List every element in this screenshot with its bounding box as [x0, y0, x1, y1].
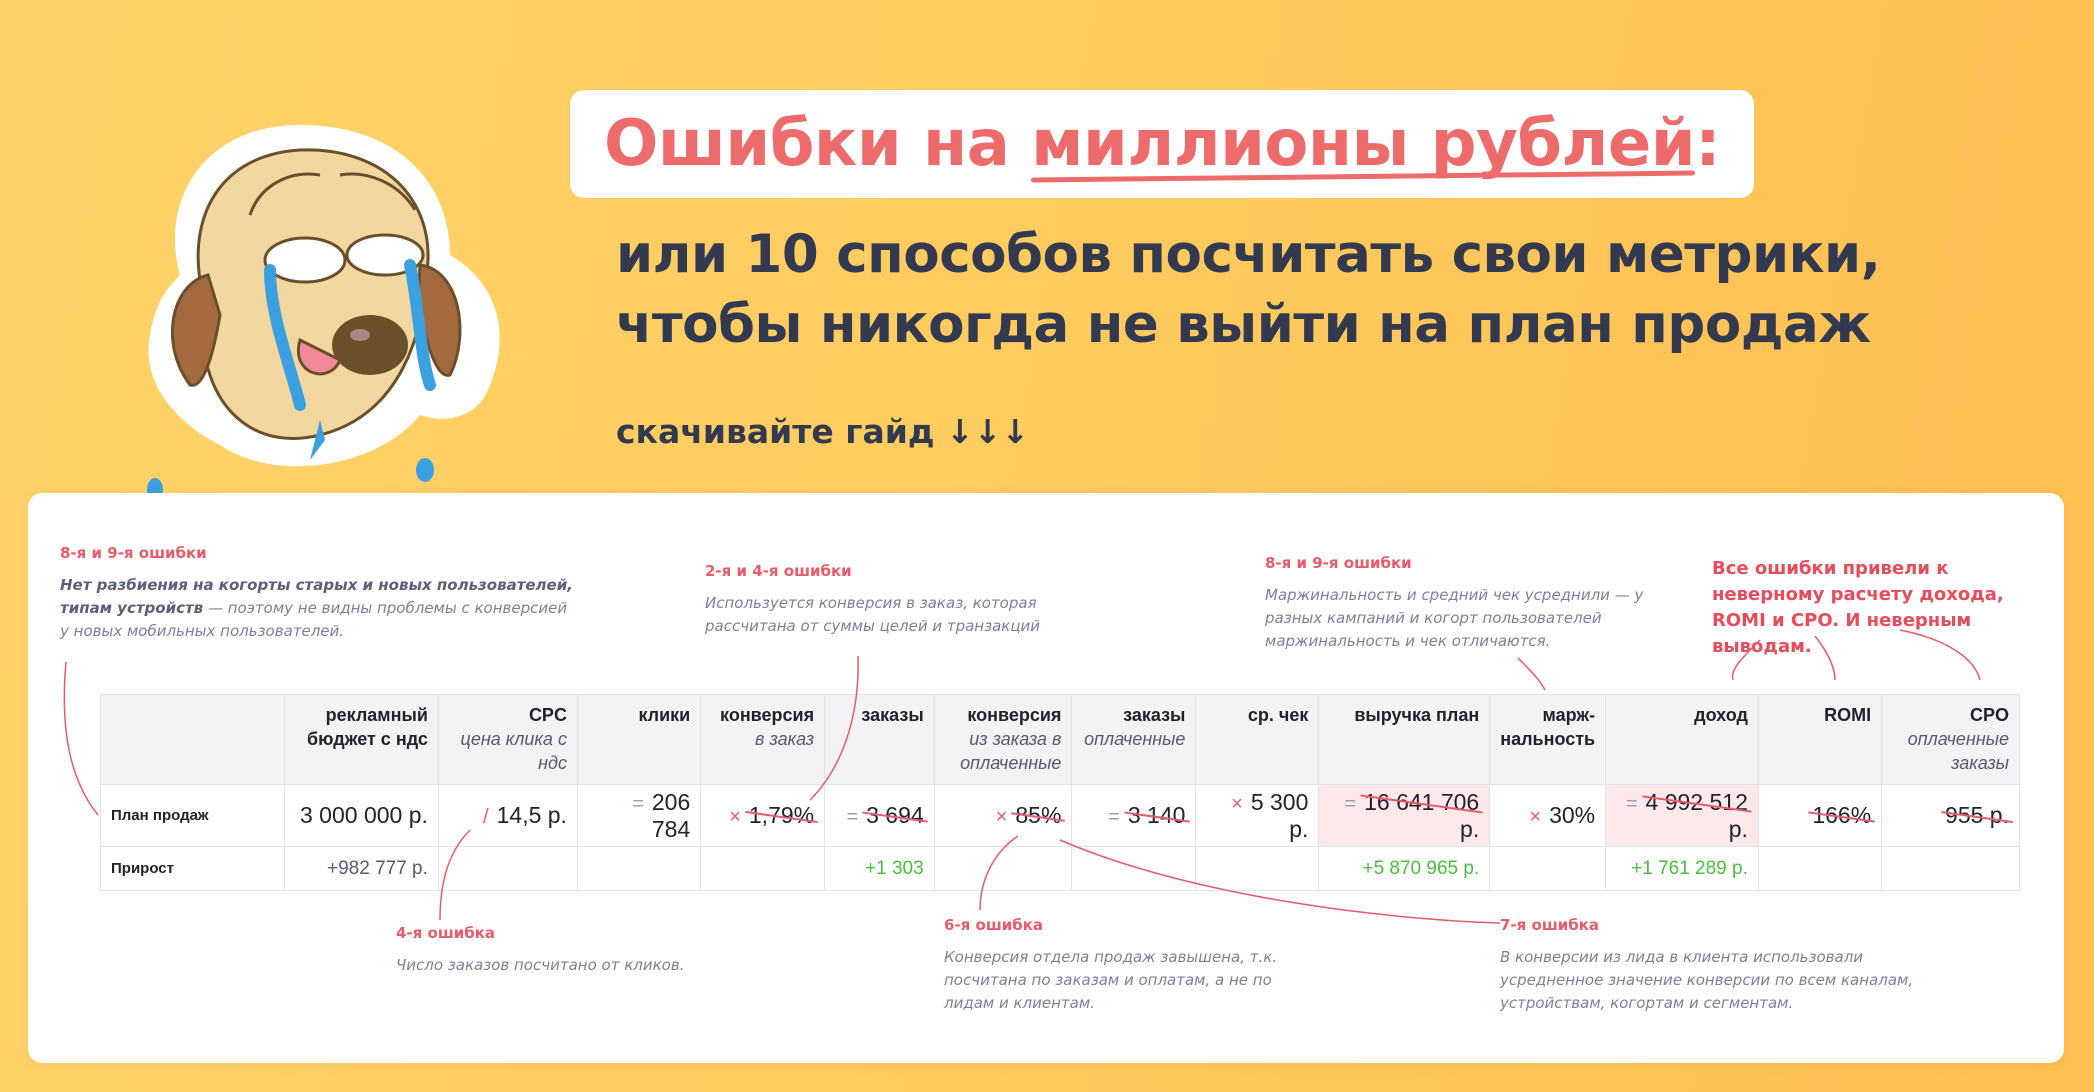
note-all-errors: Все ошибки привели к неверному расчету д… [1712, 556, 2052, 672]
cell-avg-check: × 5 300 р. [1195, 784, 1320, 847]
equals-icon: = [1625, 792, 1638, 815]
multiply-icon: × [1529, 806, 1542, 828]
note-title: Все ошибки привели к неверному расчету д… [1712, 558, 2004, 657]
cell-cpc: /14,5 р. [437, 784, 578, 847]
note-title: 6-я ошибка [944, 916, 1044, 934]
cell-romi: 166% [1757, 784, 1883, 847]
cell-empty [1881, 846, 2020, 891]
cell-clicks: = 206 784 [576, 784, 702, 847]
note-error-6: 6-я ошибка Конверсия отдела продаж завыш… [944, 916, 1284, 1015]
header-cell: марж-нальность [1489, 694, 1607, 785]
note-desc: Нет разбиения на когорты старых и новых … [60, 574, 580, 643]
equals-icon: = [846, 806, 859, 828]
cell-cpo: 955 р. [1881, 784, 2020, 847]
note-errors-2-4: 2-я и 4-я ошибки Используется конверсия … [705, 562, 1085, 638]
download-guide-link[interactable]: скачивайте гайд ↓↓↓ [616, 412, 1029, 451]
title-part1: Ошибки на [604, 107, 1032, 181]
header-cell: ROMI [1757, 694, 1883, 785]
note-desc: Используется конверсия в заказ, которая … [705, 594, 1041, 635]
page-title: Ошибки на миллионы рублей: [604, 107, 1721, 181]
cell-revenue-growth: +5 870 965 р. [1318, 846, 1491, 891]
equals-icon: = [632, 792, 644, 815]
note-desc: В конверсии из лида в клиента использова… [1500, 948, 1914, 1012]
header-cell: рекламный бюджет с ндс [284, 694, 439, 785]
row-label: Прирост [99, 846, 286, 891]
note-title: 7-я ошибка [1500, 916, 1600, 934]
row-label: План продаж [99, 784, 286, 847]
cell-orders: = 3 694 [824, 784, 935, 847]
cell-conversion-paid: × 85% [933, 784, 1073, 847]
note-title: 2-я и 4-я ошибки [705, 562, 852, 580]
title-highlight: миллионы рублей [1031, 107, 1696, 181]
note-errors-8-9-cohorts: 8-я и 9-я ошибки Нет разбиения на когорт… [60, 544, 580, 643]
header-cell: выручка план [1318, 694, 1491, 785]
cell-income-growth: +1 761 289 р. [1605, 846, 1759, 891]
cell-budget: 3 000 000 р. [284, 784, 439, 847]
crying-dog-sticker [147, 125, 500, 502]
header-cell: CPC цена клика с ндс [437, 694, 578, 785]
sales-plan-table: рекламный бюджет с ндс CPC цена клика с н… [99, 694, 2020, 891]
cell-orders-growth: +1 303 [824, 846, 935, 891]
header-cell: клики [576, 694, 702, 785]
slash-icon: / [483, 806, 489, 828]
header-cell: заказы оплаченные [1071, 694, 1197, 785]
header-cell: ср. чек [1195, 694, 1320, 785]
subtitle: или 10 способов посчитать свои метрики, … [616, 220, 1881, 360]
header-cell-empty [99, 694, 286, 785]
equals-icon: = [1344, 792, 1357, 815]
note-desc: Число заказов посчитано от кликов. [396, 956, 685, 974]
title-colon: : [1695, 107, 1721, 181]
note-title: 8-я и 9-я ошибки [60, 544, 207, 562]
note-error-4: 4-я ошибка Число заказов посчитано от кл… [396, 924, 736, 977]
note-desc: Конверсия отдела продаж завышена, т.к. п… [944, 948, 1278, 1012]
cell-empty [1195, 846, 1320, 891]
cell-conversion: × 1,79% [700, 784, 826, 847]
note-desc-text: — поэтому не видны проблемы с конверсией… [60, 599, 568, 640]
cell-income: = 4 992 512 р. [1605, 784, 1759, 847]
cell-empty [933, 846, 1073, 891]
cell-margin: × 30% [1489, 784, 1607, 847]
headline-box: Ошибки на миллионы рублей: [570, 90, 1755, 198]
equals-icon: = [1108, 806, 1120, 828]
header-cell: доход [1605, 694, 1759, 785]
note-error-7: 7-я ошибка В конверсии из лида в клиента… [1500, 916, 1930, 1015]
cell-empty [437, 846, 578, 891]
note-desc: Маржинальность и средний чек усреднили —… [1265, 586, 1644, 650]
subtitle-line2: чтобы никогда не выйти на план продаж [616, 294, 1871, 355]
cell-empty [1489, 846, 1607, 891]
header-cell: заказы [824, 694, 935, 785]
table-row-growth: Прирост +982 777 р. +1 303 +5 870 965 р.… [99, 846, 2020, 891]
note-title: 8-я и 9-я ошибки [1265, 554, 1412, 572]
note-desc-bold: Нет разбиения на когорты старых и новых … [60, 576, 573, 617]
multiply-icon: × [995, 806, 1008, 828]
cell-empty [576, 846, 702, 891]
table-header-row: рекламный бюджет с ндс CPC цена клика с н… [99, 694, 2020, 785]
cell-budget-growth: +982 777 р. [284, 846, 439, 891]
note-title: 4-я ошибка [396, 924, 496, 942]
multiply-icon: × [729, 806, 741, 828]
note-errors-8-9-margin: 8-я и 9-я ошибки Маржинальность и средни… [1265, 554, 1645, 653]
header-cell: CPO оплаченные заказы [1881, 694, 2020, 785]
table-row-plan: План продаж 3 000 000 р. /14,5 р. = 206 7… [99, 784, 2020, 847]
cell-revenue: = 16 641 706 р. [1318, 784, 1491, 847]
cell-empty [1757, 846, 1883, 891]
cell-paid-orders: = 3 140 [1071, 784, 1197, 847]
cell-empty [1071, 846, 1197, 891]
header-cell: конверсия из заказа в оплаченные [933, 694, 1073, 785]
subtitle-line1: или 10 способов посчитать свои метрики, [616, 224, 1881, 285]
multiply-icon: × [1231, 792, 1243, 815]
header-cell: конверсия в заказ [700, 694, 826, 785]
cell-empty [700, 846, 826, 891]
